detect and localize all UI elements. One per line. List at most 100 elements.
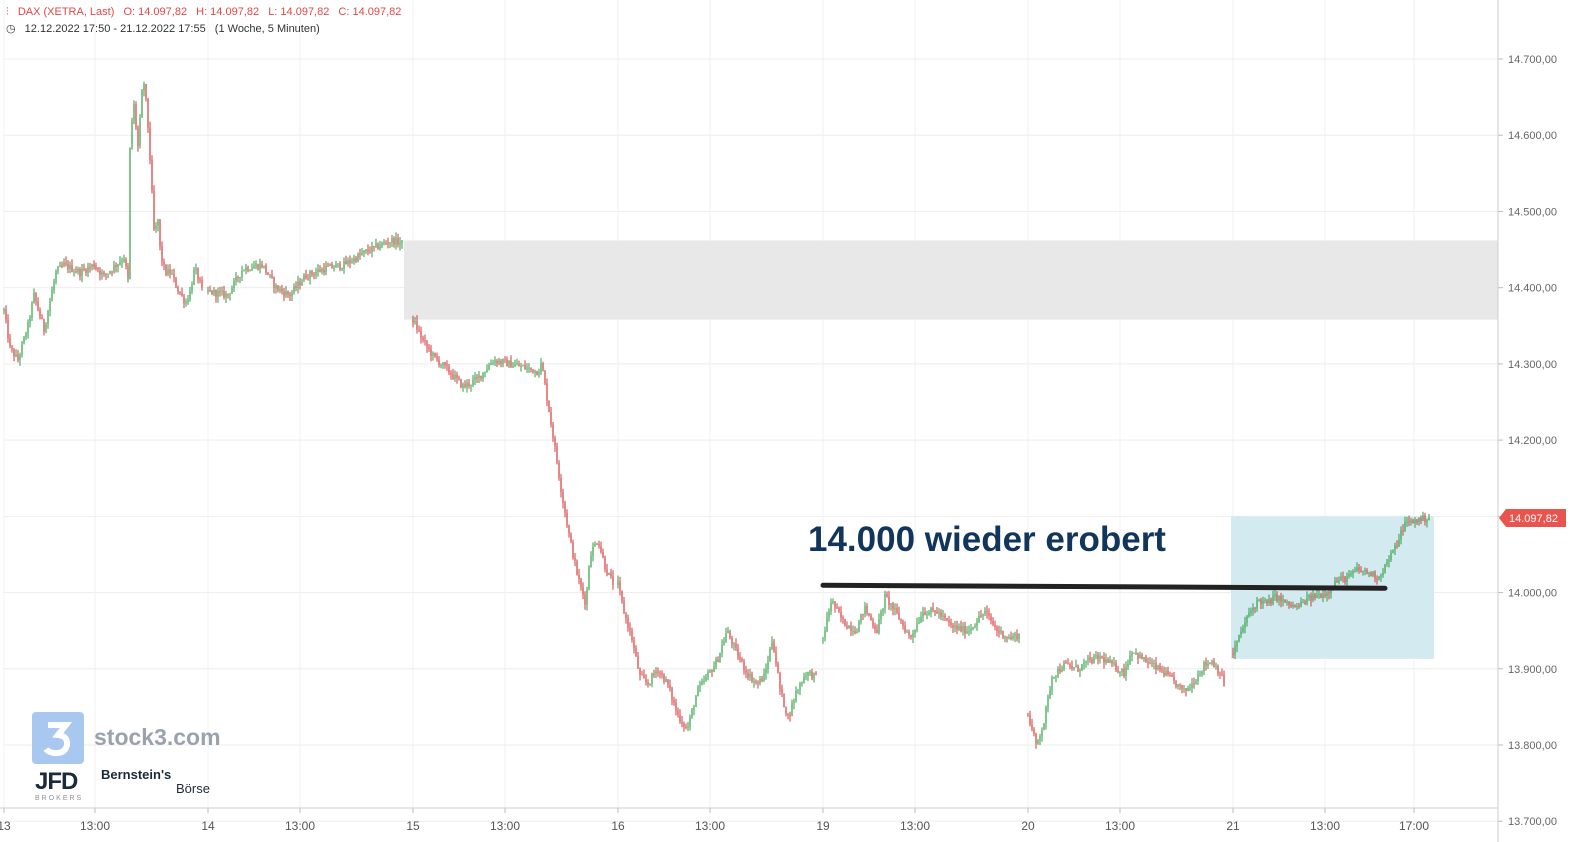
candle-body: [450, 372, 452, 375]
candle-body: [1201, 671, 1203, 674]
candle-body: [635, 647, 637, 656]
candle-body: [478, 375, 480, 378]
x-tick-label: 13:00: [1310, 819, 1340, 833]
candle-body: [888, 596, 890, 605]
candle-body: [1240, 631, 1242, 635]
candle-body: [1039, 736, 1041, 740]
candle-body: [1286, 601, 1288, 603]
candle-body: [125, 259, 127, 267]
candle-body: [1420, 517, 1422, 522]
candle-body: [980, 615, 982, 617]
candle-body: [253, 266, 255, 269]
candle-body: [397, 237, 399, 245]
candle-body: [299, 281, 301, 286]
candle-body: [321, 268, 323, 272]
candle-body: [532, 369, 534, 373]
candle-body: [285, 291, 287, 296]
x-tick-label: 13:00: [80, 819, 110, 833]
candle-body: [1408, 521, 1410, 523]
candle-body: [844, 619, 846, 627]
x-tick-label: 19: [816, 819, 830, 833]
candle-body: [1171, 674, 1173, 677]
candle-body: [383, 242, 385, 244]
candle-body: [55, 271, 57, 282]
candle-body: [510, 360, 512, 368]
candle-body: [169, 269, 171, 274]
candle-body: [998, 631, 1000, 633]
candle-body: [645, 678, 647, 683]
candle-body: [1316, 595, 1318, 598]
candle-body: [444, 362, 446, 365]
candle-body: [842, 617, 844, 620]
candle-body: [371, 245, 373, 253]
candle-body: [972, 626, 974, 629]
candle-body: [345, 261, 347, 265]
candle-body: [464, 384, 466, 387]
candle-body: [317, 269, 319, 273]
candle-body: [1402, 530, 1404, 532]
candle-body: [1338, 580, 1340, 583]
candle-body: [1006, 637, 1008, 639]
candle-body: [783, 693, 785, 708]
candle-body: [560, 477, 562, 493]
candle-body: [554, 437, 556, 447]
candle-body: [69, 264, 71, 270]
candle-body: [1145, 657, 1147, 662]
candle-body: [745, 670, 747, 673]
candle-body: [870, 615, 872, 621]
candle-body: [1155, 662, 1157, 670]
candle-body: [51, 290, 53, 302]
candle-body: [45, 323, 47, 332]
candle-body: [385, 242, 387, 244]
candle-body: [1167, 670, 1169, 675]
candle-body: [550, 412, 552, 425]
candle-body: [91, 264, 93, 268]
candle-body: [1386, 561, 1388, 565]
candle-body: [1125, 667, 1127, 677]
candle-body: [828, 611, 830, 618]
candle-body: [902, 621, 904, 626]
candle-body: [347, 260, 349, 265]
x-tick-label: 17:00: [1399, 819, 1429, 833]
candle-body: [617, 581, 619, 585]
candle-body: [703, 680, 705, 682]
candle-body: [749, 674, 751, 678]
candle-body: [906, 631, 908, 633]
candle-body: [588, 566, 590, 590]
candle-body: [239, 277, 241, 279]
candle-body: [572, 542, 574, 558]
candle-body: [29, 317, 31, 323]
candle-body: [432, 352, 434, 356]
candle-body: [313, 274, 315, 276]
candle-body: [520, 365, 522, 367]
candle-body: [735, 643, 737, 649]
candle-body: [480, 375, 482, 379]
candle-body: [747, 672, 749, 678]
candle-body: [418, 329, 420, 331]
candle-body: [197, 268, 199, 280]
candle-body: [1217, 666, 1219, 674]
candle-body: [813, 672, 815, 679]
x-tick-label: 16: [611, 819, 625, 833]
candle-body: [319, 269, 321, 272]
chart-type-icon: ⫶: [6, 6, 9, 18]
candle-body: [1246, 616, 1248, 623]
candle-body: [1211, 661, 1213, 664]
candle-body: [916, 623, 918, 631]
candle-body: [237, 276, 239, 278]
candle-body: [466, 382, 468, 387]
candle-body: [594, 543, 596, 547]
candle-body: [751, 674, 753, 682]
candle-body: [1314, 594, 1316, 598]
candle-body: [679, 714, 681, 722]
candle-body: [1083, 662, 1085, 665]
candle-body: [892, 603, 894, 610]
candle-body: [598, 543, 600, 547]
candle-body: [578, 574, 580, 580]
candle-body: [373, 245, 375, 247]
candle-body: [765, 668, 767, 675]
candle-body: [277, 285, 279, 291]
candle-body: [619, 581, 621, 591]
candle-body: [1115, 662, 1117, 671]
